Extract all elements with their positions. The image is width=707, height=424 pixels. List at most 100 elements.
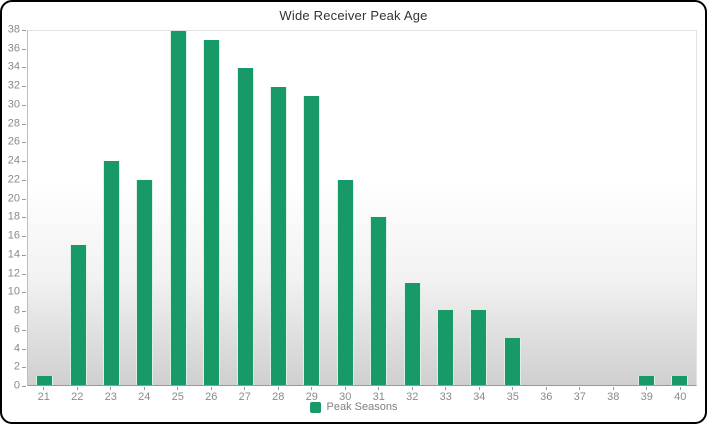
bar-28[interactable] (270, 86, 288, 385)
x-axis-slot-37: 37 (563, 387, 597, 403)
x-axis-tick (478, 387, 480, 390)
x-axis-label-21: 21 (37, 391, 50, 403)
x-axis-tick (311, 387, 313, 390)
y-axis-label-22: 22 (7, 173, 20, 186)
bar-slot-33 (429, 31, 462, 385)
x-axis-label-24: 24 (138, 391, 151, 403)
x-axis-slot-29: 29 (295, 387, 329, 403)
y-axis-tick (22, 179, 26, 181)
x-axis-label-39: 39 (640, 391, 653, 403)
x-axis-label-40: 40 (674, 391, 687, 403)
x-axis-tick (512, 387, 514, 390)
y-axis-tick (22, 198, 26, 200)
x-axis-slot-23: 23 (94, 387, 128, 403)
bar-35[interactable] (503, 338, 521, 385)
x-axis-label-38: 38 (607, 391, 620, 403)
x-axis-tick (110, 387, 112, 390)
bars-layer (28, 31, 696, 385)
y-axis-tick (22, 254, 26, 256)
y-axis-tick (22, 67, 26, 69)
y-axis-label-6: 6 (13, 323, 20, 336)
y-axis: 0 2 4 6 8 10 12 14 16 18 20 22 24 26 28 30 32 34 36 38 (2, 24, 27, 391)
y-axis-tick (22, 30, 26, 31)
y-axis-label-24: 24 (7, 154, 20, 167)
x-axis-slot-31: 31 (362, 387, 396, 403)
plot-area (27, 30, 697, 386)
x-axis-slot-32: 32 (396, 387, 430, 403)
x-axis-slot-25: 25 (161, 387, 195, 403)
bar-32[interactable] (403, 282, 421, 385)
bar-30[interactable] (336, 180, 354, 385)
legend-label: Peak Seasons (326, 401, 398, 413)
bar-slot-36 (529, 31, 562, 385)
legend-swatch (309, 402, 321, 413)
y-axis-tick (22, 273, 26, 275)
bar-24[interactable] (136, 180, 154, 385)
bar-39[interactable] (637, 375, 655, 385)
legend-item-peak-seasons[interactable]: Peak Seasons (309, 401, 398, 413)
y-axis-label-10: 10 (7, 285, 20, 298)
x-axis-tick (579, 387, 581, 390)
bar-slot-37 (563, 31, 596, 385)
bar-27[interactable] (236, 68, 254, 385)
y-axis-label-20: 20 (7, 192, 20, 205)
x-axis-slot-24: 24 (128, 387, 162, 403)
bar-33[interactable] (437, 310, 455, 385)
x-axis-slot-38: 38 (597, 387, 631, 403)
x-axis-tick (277, 387, 279, 390)
bar-slot-38 (596, 31, 629, 385)
bar-26[interactable] (203, 40, 221, 385)
bar-slot-32 (395, 31, 428, 385)
y-axis-tick (22, 48, 26, 50)
bar-25[interactable] (169, 31, 187, 385)
y-axis-label-28: 28 (7, 117, 20, 130)
bar-slot-39 (629, 31, 662, 385)
y-axis-tick (22, 236, 26, 238)
bar-22[interactable] (69, 245, 87, 385)
bar-slot-26 (195, 31, 228, 385)
x-axis-tick (679, 387, 681, 390)
x-axis-label-33: 33 (439, 391, 452, 403)
x-axis-slot-39: 39 (630, 387, 664, 403)
x-axis-label-35: 35 (506, 391, 519, 403)
x-axis-label-27: 27 (238, 391, 251, 403)
x-axis-label-28: 28 (272, 391, 285, 403)
x-axis-tick (646, 387, 648, 390)
y-axis-tick (22, 217, 26, 219)
x-axis-tick (76, 387, 78, 390)
bar-40[interactable] (670, 375, 688, 385)
bar-slot-22 (61, 31, 94, 385)
x-axis-label-31: 31 (372, 391, 385, 403)
bar-slot-29 (295, 31, 328, 385)
x-axis-label-22: 22 (71, 391, 84, 403)
bar-23[interactable] (103, 161, 121, 385)
bar-slot-30 (329, 31, 362, 385)
x-axis-label-34: 34 (473, 391, 486, 403)
y-axis-label-38: 38 (7, 23, 20, 36)
x-axis-slot-28: 28 (262, 387, 296, 403)
x-axis-tick (143, 387, 145, 390)
bar-slot-35 (496, 31, 529, 385)
x-axis-slot-30: 30 (329, 387, 363, 403)
y-axis-tick (22, 123, 26, 125)
bar-21[interactable] (36, 375, 54, 385)
y-axis-label-34: 34 (7, 60, 20, 73)
x-axis-label-36: 36 (540, 391, 553, 403)
bar-29[interactable] (303, 96, 321, 385)
x-axis-slot-33: 33 (429, 387, 463, 403)
bar-34[interactable] (470, 310, 488, 385)
bar-31[interactable] (370, 217, 388, 385)
bar-slot-23 (95, 31, 128, 385)
y-axis-tick (22, 86, 26, 88)
x-axis-slot-34: 34 (463, 387, 497, 403)
x-axis-label-25: 25 (171, 391, 184, 403)
y-axis-label-36: 36 (7, 42, 20, 55)
x-axis-label-26: 26 (205, 391, 218, 403)
chart-title: Wide Receiver Peak Age (279, 8, 428, 23)
x-axis-slot-21: 21 (27, 387, 61, 403)
x-axis-label-30: 30 (339, 391, 352, 403)
y-axis-tick (22, 292, 26, 294)
y-axis-label-26: 26 (7, 135, 20, 148)
x-axis-label-37: 37 (573, 391, 586, 403)
